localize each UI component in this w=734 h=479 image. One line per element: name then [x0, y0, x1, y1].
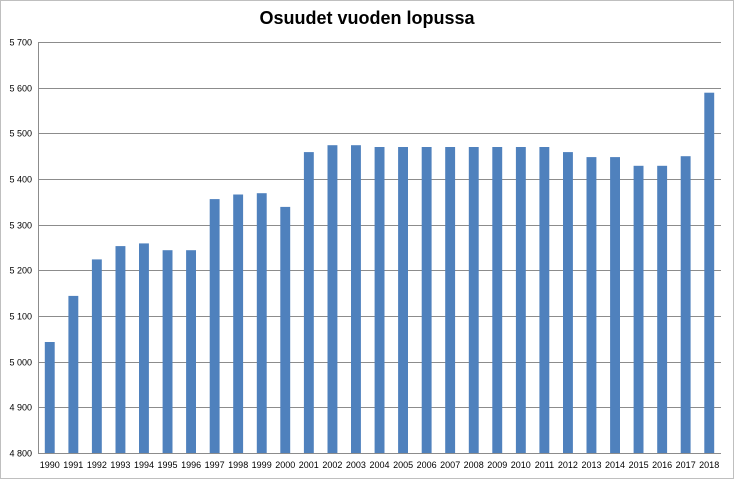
- bar-2005: [398, 147, 408, 453]
- bar-2012: [563, 152, 573, 453]
- chart-title: Osuudet vuoden lopussa: [259, 8, 475, 28]
- x-tick-label: 1998: [228, 460, 248, 470]
- bar-2008: [468, 147, 479, 453]
- bar-2011: [539, 147, 550, 453]
- bar-2016: [657, 165, 668, 454]
- x-tick-label: 2017: [676, 460, 696, 470]
- y-tick-label: 5 300: [9, 221, 32, 231]
- bar-2006: [421, 147, 432, 453]
- x-tick-label: 2010: [511, 460, 531, 470]
- bar-2007: [445, 147, 456, 453]
- y-tick-label: 5 100: [9, 312, 32, 322]
- x-tick-label: 1996: [181, 460, 201, 470]
- x-tick-label: 2011: [535, 460, 554, 470]
- x-tick-label: 1994: [134, 460, 154, 470]
- x-tick-label: 2013: [581, 460, 601, 470]
- bar-2018: [704, 92, 715, 453]
- x-tick-label: 2003: [346, 460, 366, 470]
- y-tick-label: 5 600: [9, 84, 32, 94]
- bar-2004: [374, 147, 385, 453]
- bar-1993: [115, 246, 126, 453]
- x-tick-label: 2015: [629, 460, 649, 470]
- x-tick-label: 2016: [652, 460, 672, 470]
- x-tick-label: 2001: [299, 460, 319, 470]
- x-tick-label: 1992: [87, 460, 107, 470]
- bar-2013: [586, 157, 597, 453]
- x-tick-label: 2006: [417, 460, 437, 470]
- x-tick-label: 2009: [487, 460, 507, 470]
- bar-1996: [186, 250, 196, 453]
- x-tick-label: 1999: [252, 460, 272, 470]
- x-tick-label: 2000: [275, 460, 295, 470]
- y-tick-label: 4 800: [9, 449, 32, 459]
- x-tick-label: 2008: [464, 460, 484, 470]
- x-tick-label: 1993: [110, 460, 130, 470]
- x-tick-label: 2012: [558, 460, 578, 470]
- x-tick-label: 2004: [369, 460, 389, 470]
- y-tick-label: 5 400: [9, 175, 32, 185]
- bar-2009: [492, 147, 503, 453]
- bar-2010: [515, 147, 526, 453]
- x-tick-label: 2002: [322, 460, 342, 470]
- y-tick-label: 5 200: [9, 266, 32, 276]
- bar-1995: [162, 250, 173, 453]
- bar-1998: [233, 194, 244, 453]
- bar-1991: [68, 295, 79, 453]
- bar-1990: [44, 342, 55, 453]
- x-tick-label: 1997: [205, 460, 225, 470]
- bar-2015: [633, 165, 644, 454]
- x-tick-label: 2018: [699, 460, 719, 470]
- bar-2003: [351, 145, 361, 453]
- bar-1994: [139, 243, 149, 453]
- y-tick-label: 5 500: [9, 129, 32, 139]
- x-tick-label: 2005: [393, 460, 413, 470]
- bar-1999: [256, 193, 267, 453]
- x-tick-label: 1991: [63, 460, 83, 470]
- y-tick-label: 4 900: [9, 403, 32, 413]
- x-tick-label: 1995: [157, 460, 177, 470]
- bars: [44, 92, 715, 454]
- x-tick-label: 2007: [440, 460, 460, 470]
- x-tick-label: 1990: [40, 460, 60, 470]
- y-tick-label: 5 700: [9, 38, 32, 48]
- bar-2000: [280, 206, 291, 453]
- y-axis-ticks: 4 800 4 900 5 000 5 100 5 200 5 300 5 400 5 500…: [9, 38, 32, 459]
- x-tick-label: 2014: [605, 460, 625, 470]
- y-tick-label: 5 000: [9, 358, 32, 368]
- x-axis-ticks: 1990 1991 1992 1993 1994 1995 1996 1997 1998 1999…: [40, 460, 719, 470]
- bar-2014: [610, 157, 620, 453]
- bar-1997: [209, 199, 220, 453]
- bar-2001: [303, 152, 314, 453]
- bar-2002: [327, 145, 338, 453]
- bar-1992: [91, 259, 102, 453]
- bar-2017: [680, 156, 691, 453]
